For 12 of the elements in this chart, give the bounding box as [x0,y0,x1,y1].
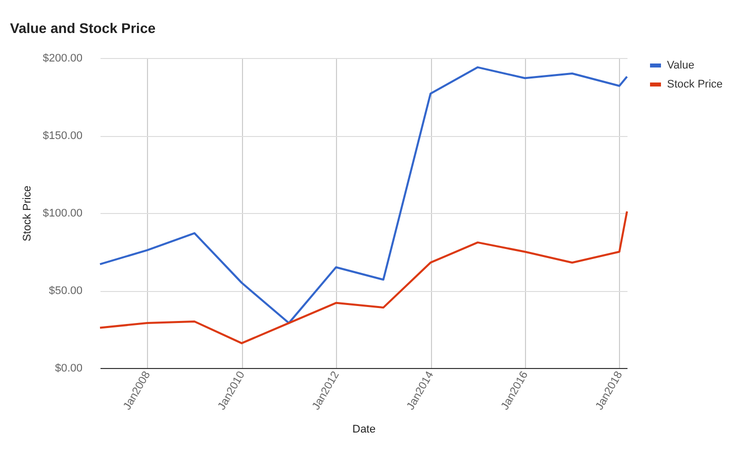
y-tick-label: $0.00 [54,362,82,374]
y-tick-label: $50.00 [48,285,82,297]
line-series [99,66,628,324]
chart-title: Value and Stock Price [10,20,156,36]
y-axis-title: Stock Price [22,186,34,242]
x-axis-title: Date [352,424,376,436]
y-tick-label: $200.00 [42,52,82,64]
legend-label: Stock Price [667,78,723,90]
y-tick-label: $150.00 [42,130,82,142]
y-tick-label: $100.00 [42,208,82,220]
line-series [99,210,628,344]
legend-label: Value [667,60,694,72]
